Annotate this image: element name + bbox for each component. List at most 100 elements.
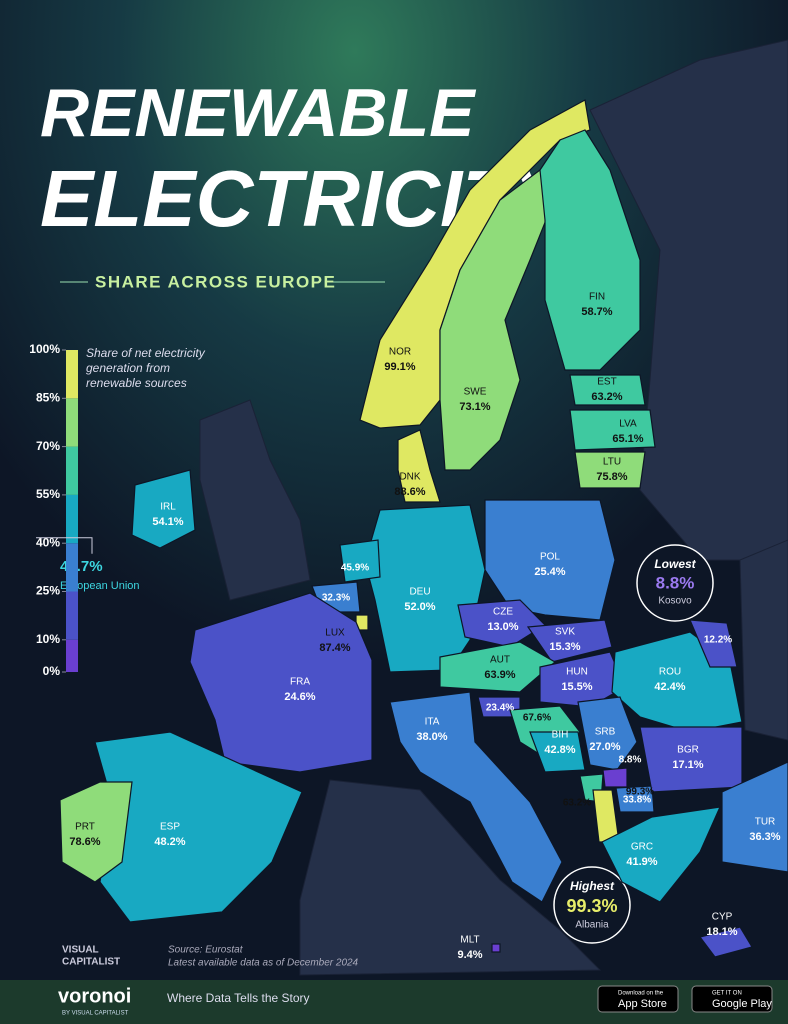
title-line: RENEWABLE [40, 75, 477, 151]
country [484, 499, 616, 621]
country-value: 41.9% [626, 856, 657, 868]
country [689, 619, 738, 668]
legend-tick-label: 0% [43, 664, 61, 678]
country-value: 36.3% [749, 831, 780, 843]
country-value: 12.2% [704, 635, 732, 646]
country-code: PRT [75, 822, 95, 833]
country [189, 592, 373, 773]
legend-title: renewable sources [86, 376, 187, 390]
country-code: ITA [425, 717, 440, 728]
legend-tick-label: 85% [36, 390, 60, 404]
country-value: 48.2% [154, 836, 185, 848]
country-code: TUR [755, 817, 776, 828]
country-value: 73.1% [459, 401, 490, 413]
country [574, 451, 646, 489]
google-play-button[interactable] [691, 985, 773, 1013]
country-value: 99.1% [384, 361, 415, 373]
callout-country: Kosovo [658, 596, 692, 607]
button-label: App Store [618, 998, 667, 1010]
country-code: ESP [160, 822, 180, 833]
country-code: LTU [603, 457, 621, 468]
country-value: 78.6% [69, 836, 100, 848]
note: Latest available data as of December 202… [168, 958, 359, 969]
callout-ring [636, 544, 714, 622]
country-value: 42.8% [544, 744, 575, 756]
country [439, 641, 557, 693]
button-small: Download on the [618, 991, 664, 997]
logo-sub: BY VISUAL CAPITALIST [62, 1011, 129, 1017]
country-code: LVA [619, 419, 637, 430]
lowest-callout: Lowest 8.8% Kosovo [636, 544, 714, 622]
source: Source: Eurostat [168, 945, 244, 956]
country-value: 63.2% [591, 391, 622, 403]
legend-tick-label: 25% [36, 584, 60, 598]
country-code: MLT [460, 935, 479, 946]
country-value: 52.0% [404, 601, 435, 613]
country [529, 731, 586, 773]
country-code: FRA [290, 677, 310, 688]
country [389, 691, 563, 903]
country-value: 33.8% [623, 795, 651, 806]
country-value: 38.0% [416, 731, 447, 743]
country [601, 806, 721, 903]
country-code: CYP [712, 912, 733, 923]
eu-marker [36, 537, 93, 554]
legend-tick-label: 10% [36, 632, 60, 646]
country [526, 619, 613, 663]
button-label: Google Play [712, 998, 772, 1010]
country-value: 75.8% [596, 471, 627, 483]
country-value: 67.6% [523, 713, 551, 724]
country-code: BGR [677, 745, 699, 756]
country-value: 32.3% [322, 593, 350, 604]
country [397, 429, 441, 503]
country-code: AUT [490, 655, 510, 666]
country-value: 65.1% [612, 433, 643, 445]
country [131, 469, 196, 549]
callout-value: 8.8% [656, 573, 695, 592]
legend-swatch [66, 350, 78, 399]
country [439, 168, 551, 471]
context-land [199, 39, 788, 976]
legend-tick-label: 40% [36, 535, 60, 549]
country-code: NOR [389, 347, 411, 358]
callout-country: Albania [575, 920, 609, 931]
callout-value: 99.3% [566, 896, 617, 916]
country [698, 926, 753, 958]
country-code: DNK [399, 472, 420, 483]
legend-swatch [66, 543, 78, 592]
country [491, 943, 501, 953]
country-code: EST [597, 377, 616, 388]
country-code: SVK [555, 627, 575, 638]
country [339, 539, 381, 583]
country-code: FIN [589, 292, 605, 303]
country-value: 87.4% [319, 642, 350, 654]
country [539, 129, 641, 371]
brand: VISUAL [62, 945, 99, 956]
app-store-button[interactable] [597, 985, 679, 1013]
country-value: 58.7% [581, 306, 612, 318]
country [602, 767, 628, 788]
callout-title: Highest [570, 879, 615, 893]
country [569, 374, 646, 406]
country-code: HUN [566, 667, 588, 678]
country [59, 781, 133, 883]
country-value: 17.1% [672, 759, 703, 771]
country-value: 42.4% [654, 681, 685, 693]
legend-tick-label: 70% [36, 439, 60, 453]
country-code: GRC [631, 842, 653, 853]
subtitle: SHARE ACROSS EUROPE [95, 272, 336, 291]
country-code: SWE [464, 387, 487, 398]
legend-swatch [66, 398, 78, 447]
country-value: 13.0% [487, 621, 518, 633]
country-value: 63.9% [484, 669, 515, 681]
legend-swatch [66, 446, 78, 495]
country-code: CZE [493, 607, 513, 618]
country [457, 599, 546, 648]
highest-callout: Highest 99.3% Albania [553, 866, 631, 944]
country-value: 15.3% [549, 641, 580, 653]
country-code: SRB [595, 727, 616, 738]
country-value: 18.1% [706, 926, 737, 938]
country-value: 54.1% [152, 516, 183, 528]
